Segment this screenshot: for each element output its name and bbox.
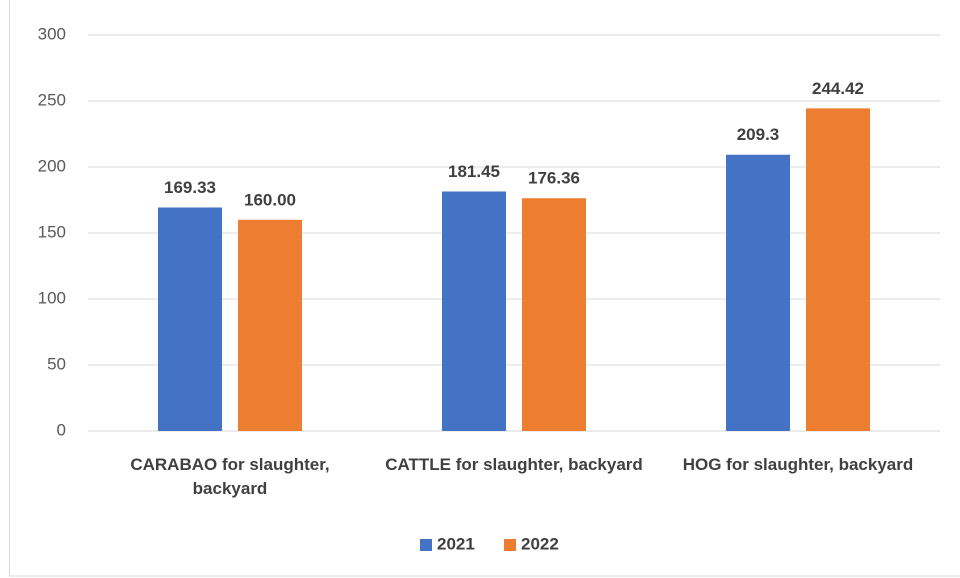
data-label: 169.33 — [164, 178, 216, 197]
x-tick-label: HOG for slaughter, backyard — [682, 455, 914, 474]
y-tick-label: 150 — [38, 222, 66, 241]
x-tick-label: CARABAO for slaughter, backyard — [130, 455, 330, 498]
y-tick-label: 200 — [38, 156, 66, 175]
data-label: 209.3 — [737, 125, 780, 144]
legend-label: 2021 — [437, 534, 475, 553]
data-label: 181.45 — [448, 162, 500, 181]
bar — [158, 207, 222, 431]
bar — [522, 198, 586, 431]
data-label: 244.42 — [812, 79, 864, 98]
x-tick-label: CATTLE for slaughter, backyard — [385, 455, 643, 474]
y-tick-label: 50 — [47, 354, 66, 373]
legend-swatch — [420, 539, 432, 551]
bar — [442, 191, 506, 431]
bar — [726, 154, 790, 431]
legend-swatch — [504, 539, 516, 551]
chart-border — [9, 0, 960, 577]
data-label: 176.36 — [528, 169, 580, 188]
y-tick-label: 0 — [57, 420, 66, 439]
bar — [238, 219, 302, 431]
y-tick-label: 100 — [38, 288, 66, 307]
legend-label: 2022 — [521, 534, 559, 553]
y-tick-label: 250 — [38, 90, 66, 109]
bar — [806, 108, 870, 431]
data-label: 160.00 — [244, 190, 296, 209]
y-tick-label: 300 — [38, 24, 66, 43]
